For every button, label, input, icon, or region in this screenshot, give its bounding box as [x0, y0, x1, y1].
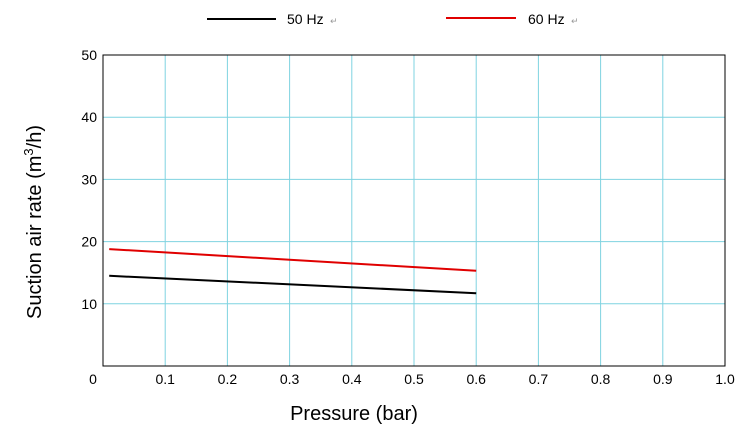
y-tick-label: 30	[81, 171, 97, 187]
y-axis-title: Suction air rate (m3/h)	[21, 125, 46, 319]
x-tick-label: 0.1	[155, 371, 175, 387]
x-tick-label: 0	[89, 371, 97, 387]
x-tick-label: 0.2	[218, 371, 238, 387]
y-axis-title-main: Suction air rate (m	[24, 156, 46, 319]
y-tick-label: 40	[81, 109, 97, 125]
x-axis-title: Pressure (bar)	[290, 403, 418, 425]
x-tick-label: 0.8	[591, 371, 611, 387]
series-line-60hz	[109, 248, 477, 272]
x-tick-label: 0.7	[529, 371, 549, 387]
y-axis-title-sup: 3	[21, 148, 36, 155]
legend-mark-60hz: ↵	[571, 17, 579, 27]
legend-mark-50hz: ↵	[330, 17, 338, 27]
y-tick-label: 50	[81, 47, 97, 63]
plot-frame	[102, 54, 726, 367]
x-tick-label: 0.5	[404, 371, 424, 387]
legend-label-50hz: 50 Hz	[287, 11, 324, 27]
x-tick-label: 0.3	[280, 371, 300, 387]
series-line-50hz	[109, 274, 477, 295]
y-tick-label: 20	[81, 234, 97, 250]
y-tick-label: 10	[81, 296, 97, 312]
x-tick-label: 0.4	[342, 371, 362, 387]
x-tick-label: 0.9	[653, 371, 673, 387]
x-tick-label: 1.0	[715, 371, 735, 387]
y-axis-title-tail: /h)	[24, 125, 46, 148]
x-tick-label: 0.6	[466, 371, 486, 387]
legend-label-60hz: 60 Hz	[528, 11, 565, 27]
series-lines	[109, 248, 477, 295]
grid	[103, 55, 725, 366]
y-axis-ticks: 10 20 30 40 50	[81, 47, 97, 312]
x-axis-ticks: 0 0.1 0.2 0.3 0.4 0.5 0.6 0.7 0.8 0.9 1.0	[89, 371, 735, 387]
legend: 50 Hz ↵ 60 Hz ↵	[207, 11, 579, 27]
